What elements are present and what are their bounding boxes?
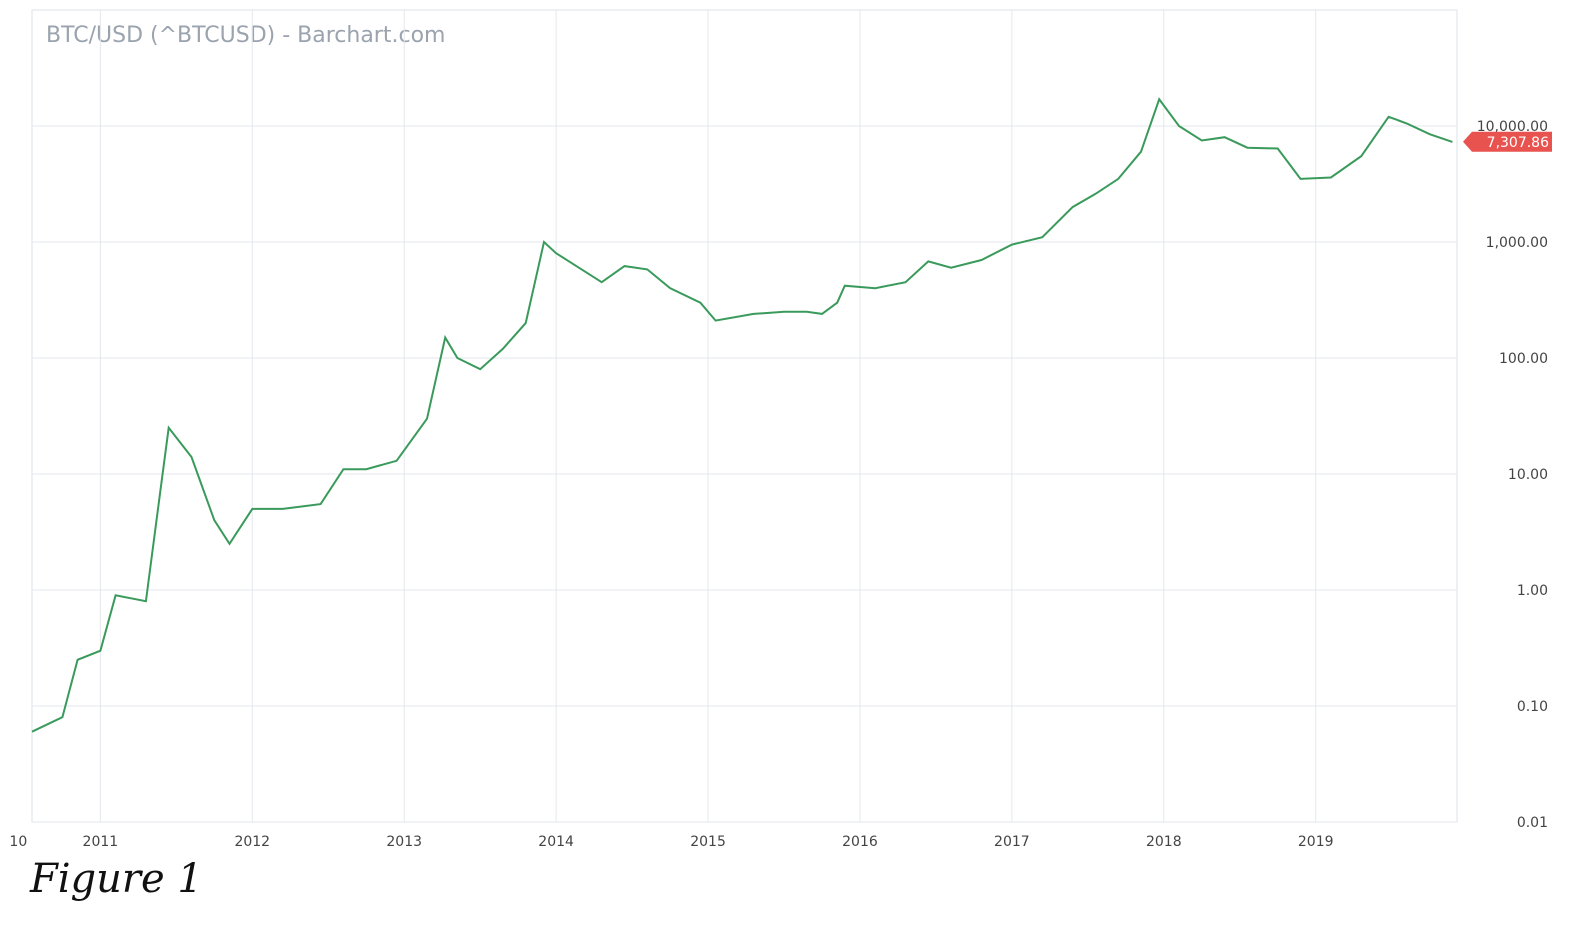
x-tick-label: 2016 (842, 834, 878, 850)
x-tick-label: 2011 (83, 834, 119, 850)
price-line (31, 97, 1453, 733)
last-price-tag (1463, 131, 1552, 152)
y-tick-label: 10,000.00 (1477, 119, 1548, 135)
x-tick-label: 2015 (690, 834, 726, 850)
x-tick-label: 2017 (994, 834, 1030, 850)
annotation: Figure 1 (29, 856, 203, 902)
x-tick-label: 2019 (1298, 834, 1334, 850)
last-price-label: 7,307.86 (1487, 135, 1549, 151)
y-tick-label: 1.00 (1517, 583, 1548, 599)
chart-title: BTC/USD (^BTCUSD) - Barchart.com (46, 23, 445, 48)
y-tick-label: 0.01 (1517, 815, 1548, 831)
y-tick-label: 0.10 (1517, 699, 1548, 715)
y-tick-label: 10.00 (1508, 467, 1548, 483)
x-tick-label: 2018 (1146, 834, 1182, 850)
y-tick-label: 100.00 (1499, 351, 1548, 367)
x-tick-label: 2014 (538, 834, 574, 850)
x-tick-label: 2013 (386, 834, 422, 850)
x-tick-label: 10 (9, 834, 27, 850)
x-tick-label: 2012 (234, 834, 270, 850)
y-tick-label: 1,000.00 (1486, 235, 1548, 251)
plot-frame (31, 9, 1458, 823)
